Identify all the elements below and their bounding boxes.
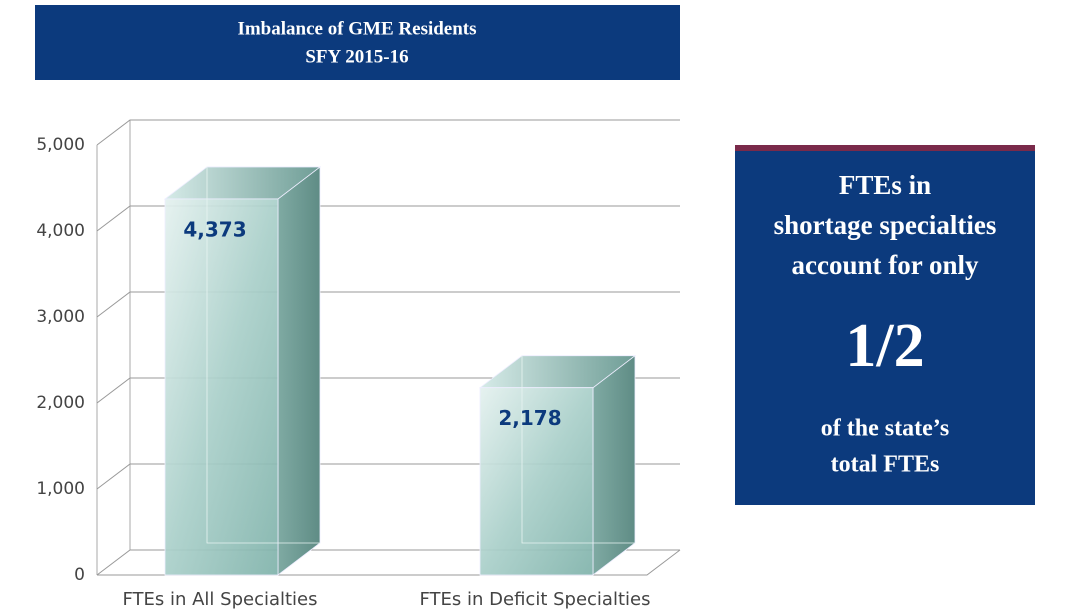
y-tick-label: 3,000 <box>36 307 85 327</box>
y-tick-label: 5,000 <box>36 135 85 155</box>
bar-inner-edge <box>206 166 320 544</box>
chart-title: Imbalance of GME Residents <box>237 18 476 39</box>
x-tick-label: FTEs in All Specialties <box>122 589 317 610</box>
x-tick-label: FTEs in Deficit Specialties <box>420 589 651 610</box>
bar <box>478 354 637 576</box>
bar <box>163 166 322 576</box>
callout-text: 1/2 <box>845 312 924 380</box>
callout-text: of the state’s <box>821 416 949 442</box>
y-tick-label: 2,000 <box>36 393 85 413</box>
grid-line <box>96 291 680 318</box>
grid-line <box>96 119 680 146</box>
callout: FTEs in shortage specialties account for o… <box>774 170 997 477</box>
bar-side <box>592 354 636 576</box>
data-label: 2,178 <box>498 406 561 430</box>
callout-text: total FTEs <box>831 452 940 478</box>
grid-line <box>96 205 680 232</box>
callout-border <box>735 145 1035 151</box>
y-tick-label: 4,000 <box>36 221 85 241</box>
bar-front <box>479 387 594 576</box>
chart-subtitle: SFY 2015-16 <box>305 46 408 67</box>
y-tick-label: 0 <box>74 565 85 585</box>
bar-side <box>277 166 321 576</box>
bar-front <box>164 198 279 576</box>
floor-edge <box>97 549 681 576</box>
callout-text: FTEs in <box>839 170 931 200</box>
y-tick-label: 1,000 <box>36 479 85 499</box>
callout-text: shortage specialties <box>774 210 997 240</box>
data-label: 4,373 <box>183 217 246 241</box>
bar-inner-edge <box>521 355 635 544</box>
title-box <box>35 5 680 80</box>
callout-box <box>735 145 1035 505</box>
callout-text: account for only <box>792 250 979 280</box>
